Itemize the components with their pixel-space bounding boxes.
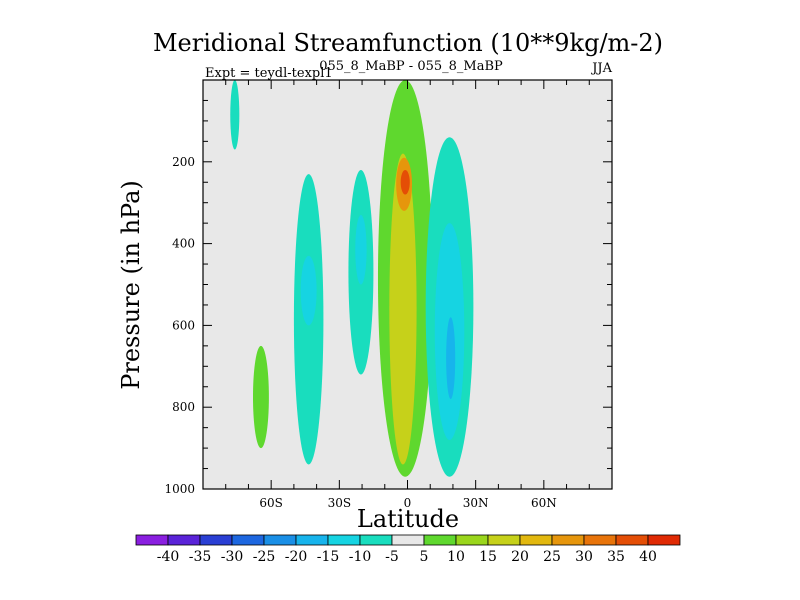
colorbar-swatch (551, 534, 585, 546)
contour-negative-5 (355, 214, 367, 285)
y-axis: 200 400 600 800 1000 (164, 99, 612, 496)
colorbar-swatch (167, 534, 201, 546)
colorbar-label: 35 (607, 549, 625, 565)
contour-negative-0 (230, 80, 240, 150)
colorbar-label: -5 (385, 549, 399, 565)
colorbar-swatch (231, 534, 265, 546)
contour-positive-9 (400, 169, 410, 195)
contour-positive-7 (389, 153, 417, 465)
x-tick-label: 0 (404, 496, 412, 510)
chart-subtitle-right: JJA (590, 61, 612, 76)
colorbar-swatch (199, 534, 233, 546)
colorbar-swatch (423, 534, 457, 546)
chart-subtitle-center: 055_8_MaBP - 055_8_MaBP (319, 59, 503, 74)
y-tick-label: 1000 (164, 482, 195, 496)
x-tick-label: 60N (531, 496, 557, 510)
colorbar-label: 20 (511, 549, 529, 565)
x-axis-label: Latitude (357, 505, 459, 533)
colorbar-label: 30 (575, 549, 593, 565)
colorbar-swatch (391, 534, 425, 546)
contour-negative-3 (300, 255, 317, 326)
colorbar-label: 40 (639, 549, 657, 565)
colorbar-label: -20 (285, 549, 308, 565)
colorbar-swatch (295, 534, 329, 546)
colorbar-label: -30 (221, 549, 244, 565)
colorbar-label: 5 (420, 549, 429, 565)
colorbar-label: -10 (349, 549, 372, 565)
y-axis-label: Pressure (in hPa) (117, 180, 145, 390)
colorbar-swatch (647, 534, 681, 546)
colorbar-label: -15 (317, 549, 340, 565)
colorbar-swatch (487, 534, 521, 546)
colorbar-swatch (519, 534, 553, 546)
colorbar-label: -25 (253, 549, 276, 565)
colorbar-swatch (583, 534, 617, 546)
colorbar-swatch (455, 534, 489, 546)
colorbar-label: 10 (447, 549, 465, 565)
contour-positive-1 (252, 345, 269, 449)
chart-subtitle-left: Expt = teydl-texpl1 (205, 66, 333, 81)
colorbar-label: -35 (189, 549, 212, 565)
y-tick-label: 800 (172, 400, 195, 414)
y-tick-label: 600 (172, 318, 195, 332)
colorbar-label: -40 (157, 549, 180, 565)
colorbar-swatch (615, 534, 649, 546)
contour-layer (230, 80, 474, 477)
colorbar-label: 25 (543, 549, 561, 565)
contour-negative-12 (446, 317, 456, 400)
x-tick-label: 60S (259, 496, 283, 510)
x-axis: 60S 30S 0 30N 60N (225, 80, 590, 510)
y-tick-label: 400 (172, 237, 195, 251)
colorbar: -40 -35 -30 -25 -20 -15 -10 -5 5 10 15 20 25 30 35 40 (135, 534, 681, 565)
x-tick-label: 30S (328, 496, 352, 510)
colorbar-swatch (327, 534, 361, 546)
chart-title: Meridional Streamfunction (10**9kg/m-2) (153, 29, 663, 57)
colorbar-label: 15 (479, 549, 497, 565)
x-tick-label: 30N (463, 496, 489, 510)
y-tick-label: 200 (172, 155, 195, 169)
colorbar-swatch (359, 534, 393, 546)
colorbar-swatch (135, 534, 169, 546)
colorbar-swatch (263, 534, 297, 546)
